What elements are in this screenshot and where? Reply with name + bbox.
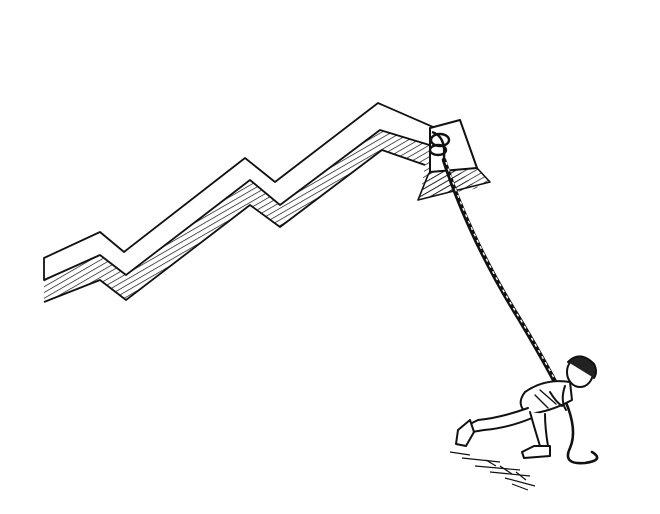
- rope-knot: [428, 130, 451, 159]
- person-figure: [455, 355, 597, 459]
- arrow-shadow-edge: [43, 149, 426, 303]
- rope: [441, 157, 565, 398]
- ground-shadow: [449, 451, 536, 491]
- rope-coil: [563, 398, 599, 465]
